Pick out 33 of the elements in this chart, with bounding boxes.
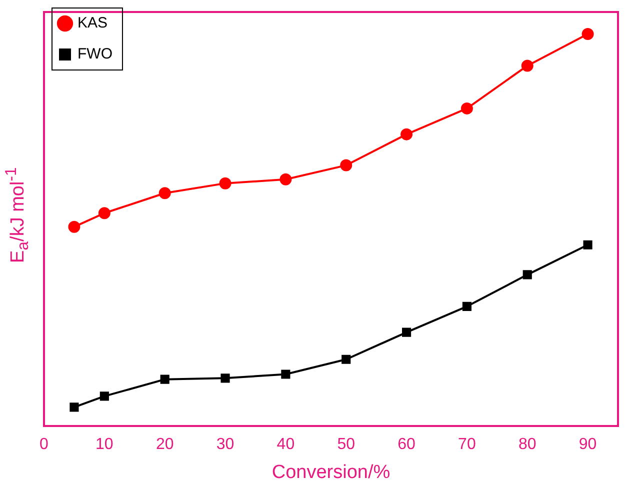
point	[219, 177, 232, 190]
point	[400, 128, 413, 140]
x-tick-label: 0	[40, 436, 49, 454]
point	[340, 159, 352, 172]
point	[583, 240, 592, 250]
point	[402, 328, 412, 337]
x-tick-label: 10	[96, 436, 114, 454]
point	[582, 28, 594, 40]
point	[220, 374, 230, 383]
point	[460, 102, 473, 114]
legend-label: KAS	[78, 14, 108, 32]
point	[160, 374, 170, 384]
x-axis-title: Conversion/%	[272, 462, 390, 483]
legend-label: FWO	[78, 46, 112, 63]
point	[342, 354, 351, 364]
point	[522, 270, 532, 280]
point	[98, 207, 110, 220]
point	[100, 392, 109, 401]
point	[68, 220, 80, 233]
x-tick-label: 90	[578, 436, 597, 454]
x-tick-label: 20	[156, 436, 174, 454]
point	[158, 187, 171, 200]
x-tick-label: 50	[337, 436, 356, 454]
point	[70, 402, 79, 412]
x-tick-label: 40	[276, 436, 295, 454]
point	[281, 370, 290, 379]
point	[280, 173, 292, 186]
x-tick-label: 70	[458, 436, 476, 454]
point	[462, 302, 472, 311]
x-tick-label: 30	[216, 436, 234, 454]
point	[521, 60, 534, 72]
x-tick-label: 60	[398, 436, 416, 454]
x-tick-label: 80	[518, 436, 536, 454]
